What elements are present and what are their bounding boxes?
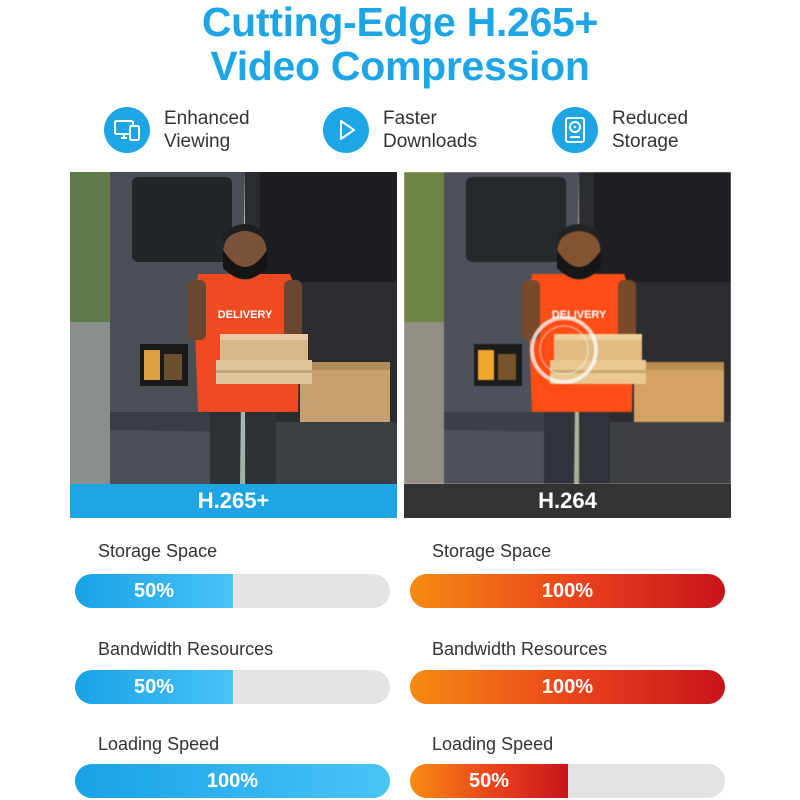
feature-enhanced-viewing: Enhanced Viewing bbox=[104, 104, 284, 156]
comparison-panel-h264: DELIVERY H.264 bbox=[404, 172, 731, 518]
delivery-scene-image: DELIVERY bbox=[404, 172, 731, 484]
metric-label-bandwidth-h264: Bandwidth Resources bbox=[432, 639, 608, 659]
monitor-phone-icon bbox=[104, 107, 150, 153]
delivery-scene-image: DELIVERY bbox=[70, 172, 397, 484]
metric-label-loading-h265: Loading Speed bbox=[98, 734, 220, 754]
loading-bar-h264: 50% bbox=[410, 764, 725, 798]
compression-artifact-icon bbox=[530, 316, 598, 384]
hard-drive-icon bbox=[552, 107, 598, 153]
shirt-text: DELIVERY bbox=[218, 309, 273, 321]
bandwidth-bar-h265: 50% bbox=[75, 670, 390, 704]
page-title-line2: Video Compression bbox=[210, 43, 590, 89]
loading-value-h265: 100% bbox=[206, 770, 259, 792]
loading-value-h264: 50% bbox=[468, 770, 510, 792]
storage-value-h264: 100% bbox=[541, 580, 594, 602]
page-title-line1: Cutting-Edge H.265+ bbox=[201, 0, 599, 45]
feature-label: Faster Downloads bbox=[383, 108, 477, 152]
storage-bar-h265: 50% bbox=[75, 574, 390, 608]
metric-label-storage-h265: Storage Space bbox=[98, 541, 218, 561]
feature-reduced-storage: Reduced Storage bbox=[552, 104, 732, 156]
metric-label-storage-h264: Storage Space bbox=[432, 541, 552, 561]
metric-label-bandwidth-h265: Bandwidth Resources bbox=[98, 639, 274, 659]
bandwidth-bar-h264: 100% bbox=[410, 670, 725, 704]
feature-label: Enhanced Viewing bbox=[164, 108, 250, 152]
play-icon bbox=[323, 107, 369, 153]
storage-bar-h264: 100% bbox=[410, 574, 725, 608]
caption-h265: H.265+ bbox=[70, 484, 397, 518]
storage-value-h265: 50% bbox=[133, 580, 175, 602]
metric-label-loading-h264: Loading Speed bbox=[432, 734, 554, 754]
bandwidth-value-h265: 50% bbox=[133, 676, 175, 698]
feature-faster-downloads: Faster Downloads bbox=[323, 104, 503, 156]
caption-h264: H.264 bbox=[404, 484, 731, 518]
comparison-panel-h265: DELIVERY H.265+ bbox=[70, 172, 397, 518]
bandwidth-value-h264: 100% bbox=[541, 676, 594, 698]
loading-bar-h265: 100% bbox=[75, 764, 390, 798]
feature-label: Reduced Storage bbox=[612, 108, 689, 152]
